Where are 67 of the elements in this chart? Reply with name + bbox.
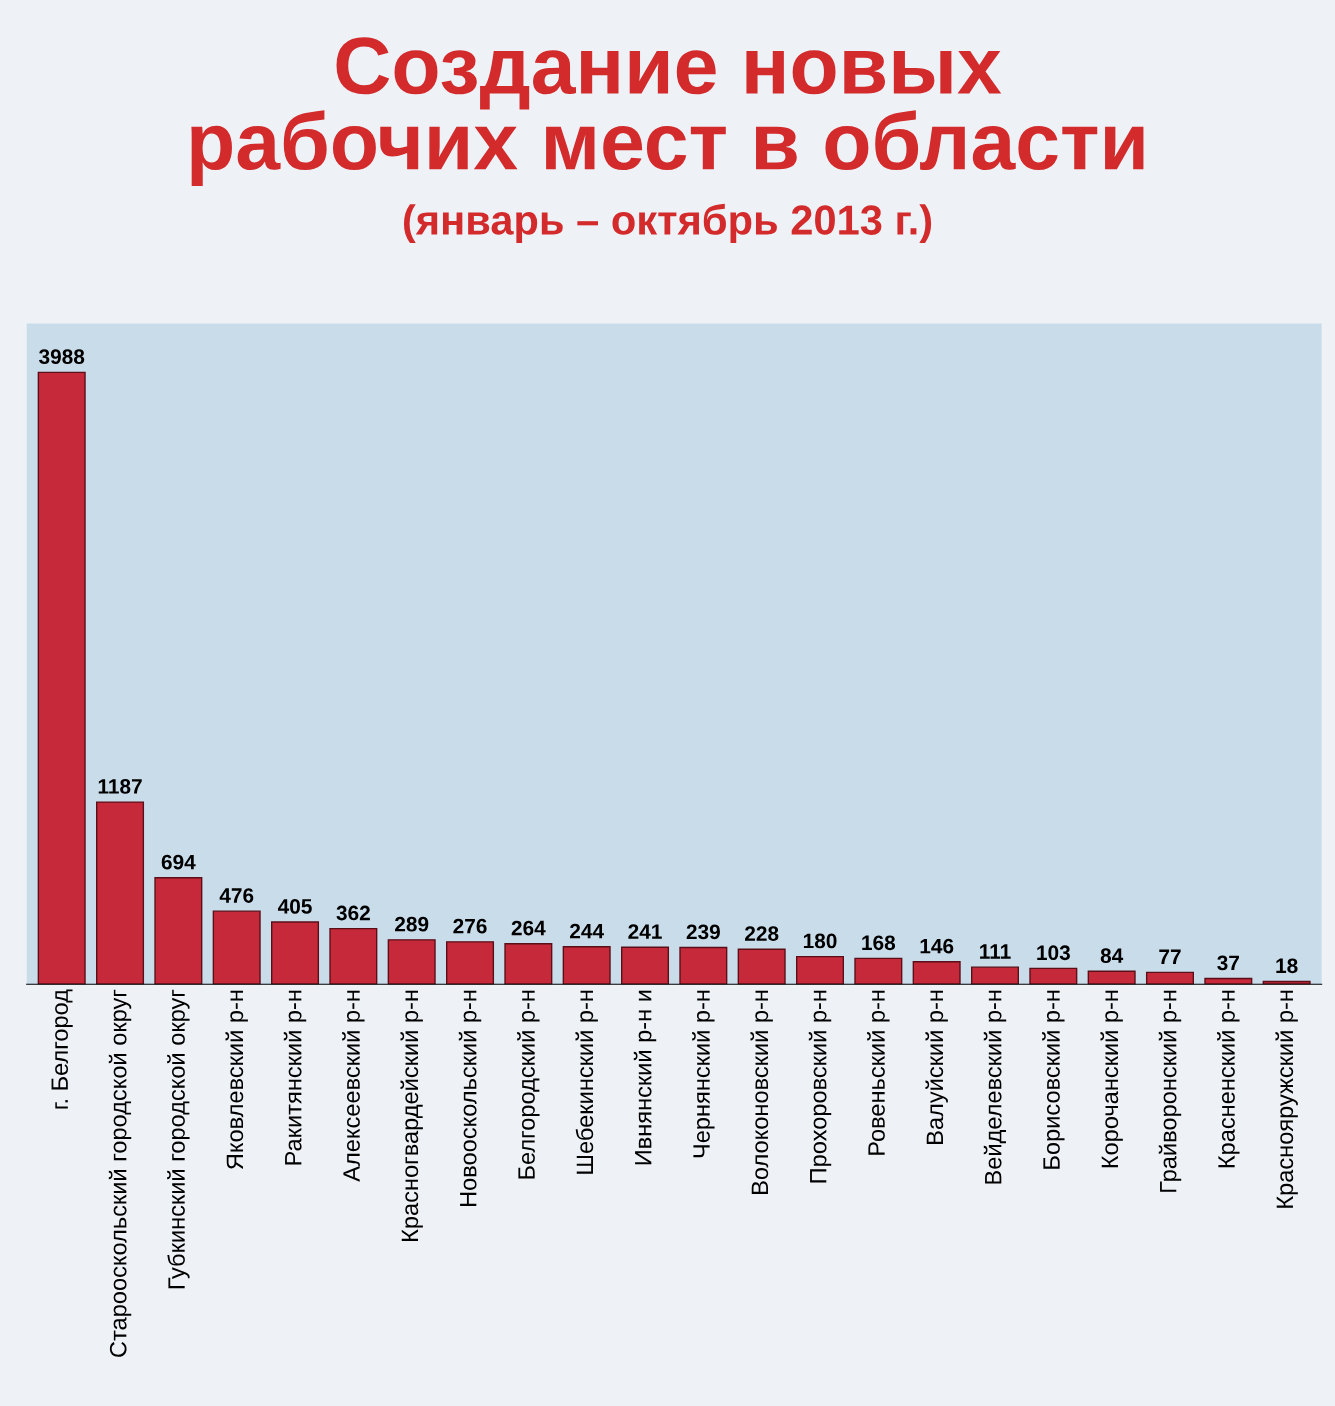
data-label: 228 <box>745 926 779 941</box>
bar <box>445 941 495 985</box>
data-label: 111 <box>980 944 1011 959</box>
data-label: 276 <box>453 918 487 934</box>
bar <box>562 946 611 985</box>
x-tick-label: Алексеевский р-н <box>342 990 365 1182</box>
bar <box>1204 977 1253 985</box>
bar <box>154 877 203 985</box>
data-label: 3988 <box>39 349 85 365</box>
bar <box>504 943 553 985</box>
x-tick-label: Ровеньский р-н <box>867 990 890 1155</box>
data-label: 37 <box>1217 955 1239 971</box>
data-label: 289 <box>395 916 429 932</box>
data-label: 180 <box>803 933 837 949</box>
bar <box>620 946 670 985</box>
x-tick-label: Ивнянский р-н и <box>633 990 657 1165</box>
data-label: 264 <box>511 920 546 936</box>
data-label: 239 <box>686 924 720 940</box>
data-label: 1187 <box>98 779 142 794</box>
data-label: 244 <box>570 923 604 939</box>
x-tick-label: Грайворонский р-н <box>1158 990 1182 1192</box>
bar <box>1087 970 1136 985</box>
chart-subtitle: (январь – октябрь 2013 г.) <box>403 203 932 244</box>
x-tick-label: Корочанский р-н <box>1100 990 1123 1168</box>
x-tick-label: Волоконовский р-н <box>750 990 773 1194</box>
data-label: 77 <box>1159 949 1181 964</box>
data-label: 146 <box>920 938 954 954</box>
bar <box>737 948 786 985</box>
x-tick-label: Старооскольский городской округ <box>108 989 132 1357</box>
x-tick-label: Прохоровский р-н <box>808 990 832 1183</box>
x-tick-label: Шебекинский р-н <box>575 990 598 1174</box>
bar <box>795 955 845 985</box>
data-label: 694 <box>161 854 196 870</box>
x-tick-label: Красногвардейский р-н <box>400 990 423 1241</box>
x-tick-label: Борисовский р-н <box>1042 990 1065 1169</box>
data-label: 362 <box>336 905 370 921</box>
bar <box>212 910 261 985</box>
x-tick-label: г. Белгород <box>51 989 73 1109</box>
data-label: 168 <box>862 935 896 951</box>
bar <box>387 939 436 985</box>
bar <box>1145 971 1195 985</box>
x-tick-label: Яковлевский р-н <box>225 990 248 1170</box>
x-tick-label: Ракитянский р-н <box>283 990 307 1165</box>
bar <box>270 921 320 985</box>
bar <box>329 927 378 985</box>
data-label: 405 <box>277 899 312 914</box>
bar <box>912 961 961 985</box>
bar <box>854 957 903 985</box>
x-tick-label: Вейделевский р-н <box>983 990 1007 1184</box>
x-tick-label: Краснояружский р-н <box>1275 990 1298 1208</box>
x-tick-label: Новооскольский р-н <box>458 990 482 1207</box>
data-label: 84 <box>1100 948 1124 964</box>
x-tick-label: Белгородский р-н <box>517 990 540 1179</box>
bar <box>679 946 728 985</box>
bar <box>37 371 86 985</box>
bar <box>1029 967 1078 985</box>
data-label: 476 <box>219 888 254 903</box>
data-label: 241 <box>628 924 662 939</box>
data-label: 103 <box>1037 945 1070 961</box>
x-tick-label: Красненский р-н <box>1217 990 1240 1168</box>
data-label: 18 <box>1276 958 1298 974</box>
x-tick-label: Губкинский городской округ <box>167 989 190 1289</box>
x-tick-label: Валуйский р-н <box>925 990 948 1144</box>
bar <box>96 801 145 985</box>
x-tick-label: Чернянский р-н <box>692 990 715 1158</box>
chart-title: Создание новых рабочих мест в области <box>191 37 1144 187</box>
bar <box>970 966 1020 985</box>
